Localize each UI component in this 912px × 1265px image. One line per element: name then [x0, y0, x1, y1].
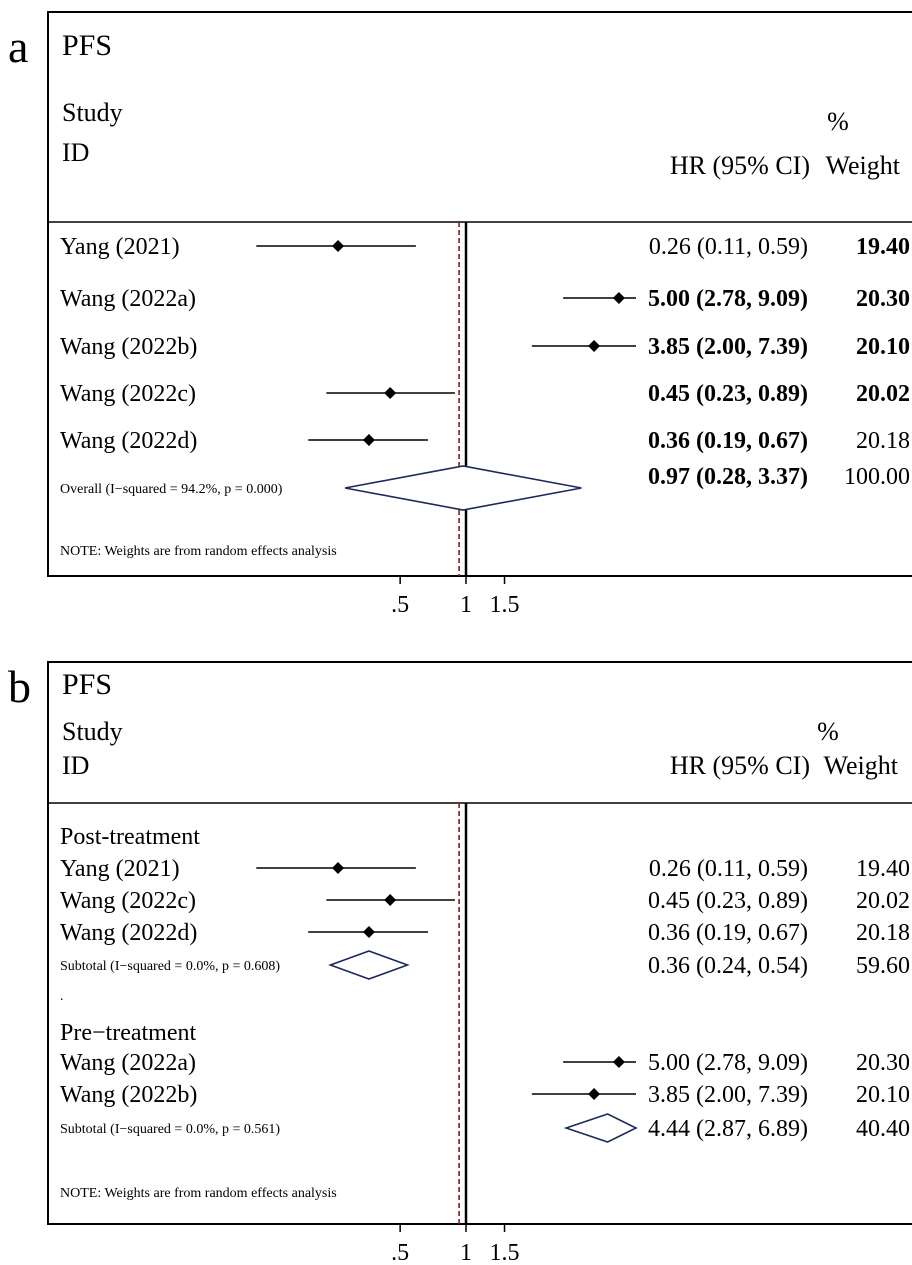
weight-value: 20.18: [856, 428, 910, 454]
pooled-estimate-diamond: [344, 465, 582, 511]
weights-note: NOTE: Weights are from random effects an…: [60, 1186, 337, 1201]
weight-value: 20.18: [856, 920, 910, 946]
weight-value: 19.40: [856, 856, 910, 882]
header-weight: Weight: [826, 151, 901, 180]
group-label: Post-treatment: [60, 824, 200, 850]
header-percent: %: [817, 717, 839, 746]
study-label: Wang (2022d): [60, 428, 197, 454]
hr-ci-value: 3.85 (2.00, 7.39): [648, 1082, 808, 1108]
panel-title: PFS: [62, 668, 112, 701]
x-tick-label: .5: [391, 1240, 409, 1265]
overall-label: Overall (I−squared = 94.2%, p = 0.000): [60, 482, 283, 497]
header-id: ID: [62, 138, 89, 167]
x-tick-label: 1: [460, 1240, 472, 1265]
header-study: Study: [62, 717, 123, 746]
weight-value: 20.30: [856, 286, 910, 312]
weight-value: 100.00: [844, 464, 910, 490]
point-estimate-marker: [332, 240, 345, 252]
header-id: ID: [62, 751, 89, 780]
header-hr-ci: HR (95% CI): [670, 151, 810, 180]
group-label: Pre−treatment: [60, 1020, 196, 1046]
study-label: Yang (2021): [60, 856, 180, 882]
header-hr-ci: HR (95% CI): [670, 751, 810, 780]
study-label: Wang (2022a): [60, 1050, 196, 1076]
hr-ci-value: 0.26 (0.11, 0.59): [649, 234, 808, 260]
study-label: Wang (2022b): [60, 1082, 197, 1108]
hr-ci-value: 4.44 (2.87, 6.89): [648, 1116, 808, 1142]
study-label: Wang (2022a): [60, 286, 196, 312]
hr-ci-value: 0.45 (0.23, 0.89): [648, 381, 808, 407]
panel-frame: [47, 11, 912, 577]
weight-value: 59.60: [856, 953, 910, 979]
weights-note: NOTE: Weights are from random effects an…: [60, 544, 337, 559]
study-label: Wang (2022b): [60, 334, 197, 360]
hr-ci-value: 0.45 (0.23, 0.89): [648, 888, 808, 914]
hr-ci-value: 0.36 (0.19, 0.67): [648, 920, 808, 946]
study-label: Wang (2022c): [60, 888, 196, 914]
header-percent: %: [827, 107, 849, 136]
hr-ci-value: 5.00 (2.78, 9.09): [648, 286, 808, 312]
point-estimate-marker: [362, 434, 375, 446]
hr-ci-value: 0.36 (0.24, 0.54): [648, 953, 808, 979]
point-estimate-marker: [362, 926, 375, 938]
group-spacer: .: [60, 989, 64, 1004]
point-estimate-marker: [384, 387, 397, 399]
point-estimate-marker: [588, 1088, 601, 1100]
point-estimate-marker: [612, 292, 625, 304]
study-label: Yang (2021): [60, 234, 180, 260]
x-tick-label: 1.5: [490, 1240, 520, 1265]
subtotal-label: Subtotal (I−squared = 0.0%, p = 0.608): [60, 959, 280, 974]
panel-label: a: [8, 21, 28, 72]
point-estimate-marker: [588, 340, 601, 352]
weight-value: 20.02: [856, 381, 910, 407]
pooled-estimate-diamond: [563, 1113, 638, 1143]
x-tick-label: .5: [391, 592, 409, 618]
panel-frame: [47, 661, 912, 1225]
point-estimate-marker: [612, 1056, 625, 1068]
pooled-estimate-diamond: [328, 950, 410, 980]
x-tick-label: 1: [460, 592, 472, 618]
weight-value: 40.40: [856, 1116, 910, 1142]
panel-title: PFS: [62, 29, 112, 62]
hr-ci-value: 0.97 (0.28, 3.37): [648, 464, 808, 490]
x-tick-label: 1.5: [490, 592, 520, 618]
weight-value: 19.40: [856, 234, 910, 260]
point-estimate-marker: [332, 862, 345, 874]
hr-ci-value: 0.26 (0.11, 0.59): [649, 856, 808, 882]
weight-value: 20.10: [856, 334, 910, 360]
hr-ci-value: 3.85 (2.00, 7.39): [648, 334, 808, 360]
hr-ci-value: 5.00 (2.78, 9.09): [648, 1050, 808, 1076]
header-study: Study: [62, 98, 123, 127]
study-label: Wang (2022d): [60, 920, 197, 946]
subtotal-label: Subtotal (I−squared = 0.0%, p = 0.561): [60, 1122, 280, 1137]
point-estimate-marker: [384, 894, 397, 906]
panel-label: b: [8, 661, 31, 712]
weight-value: 20.10: [856, 1082, 910, 1108]
weight-value: 20.02: [856, 888, 910, 914]
hr-ci-value: 0.36 (0.19, 0.67): [648, 428, 808, 454]
weight-value: 20.30: [856, 1050, 910, 1076]
study-label: Wang (2022c): [60, 381, 196, 407]
header-weight: Weight: [824, 751, 899, 780]
